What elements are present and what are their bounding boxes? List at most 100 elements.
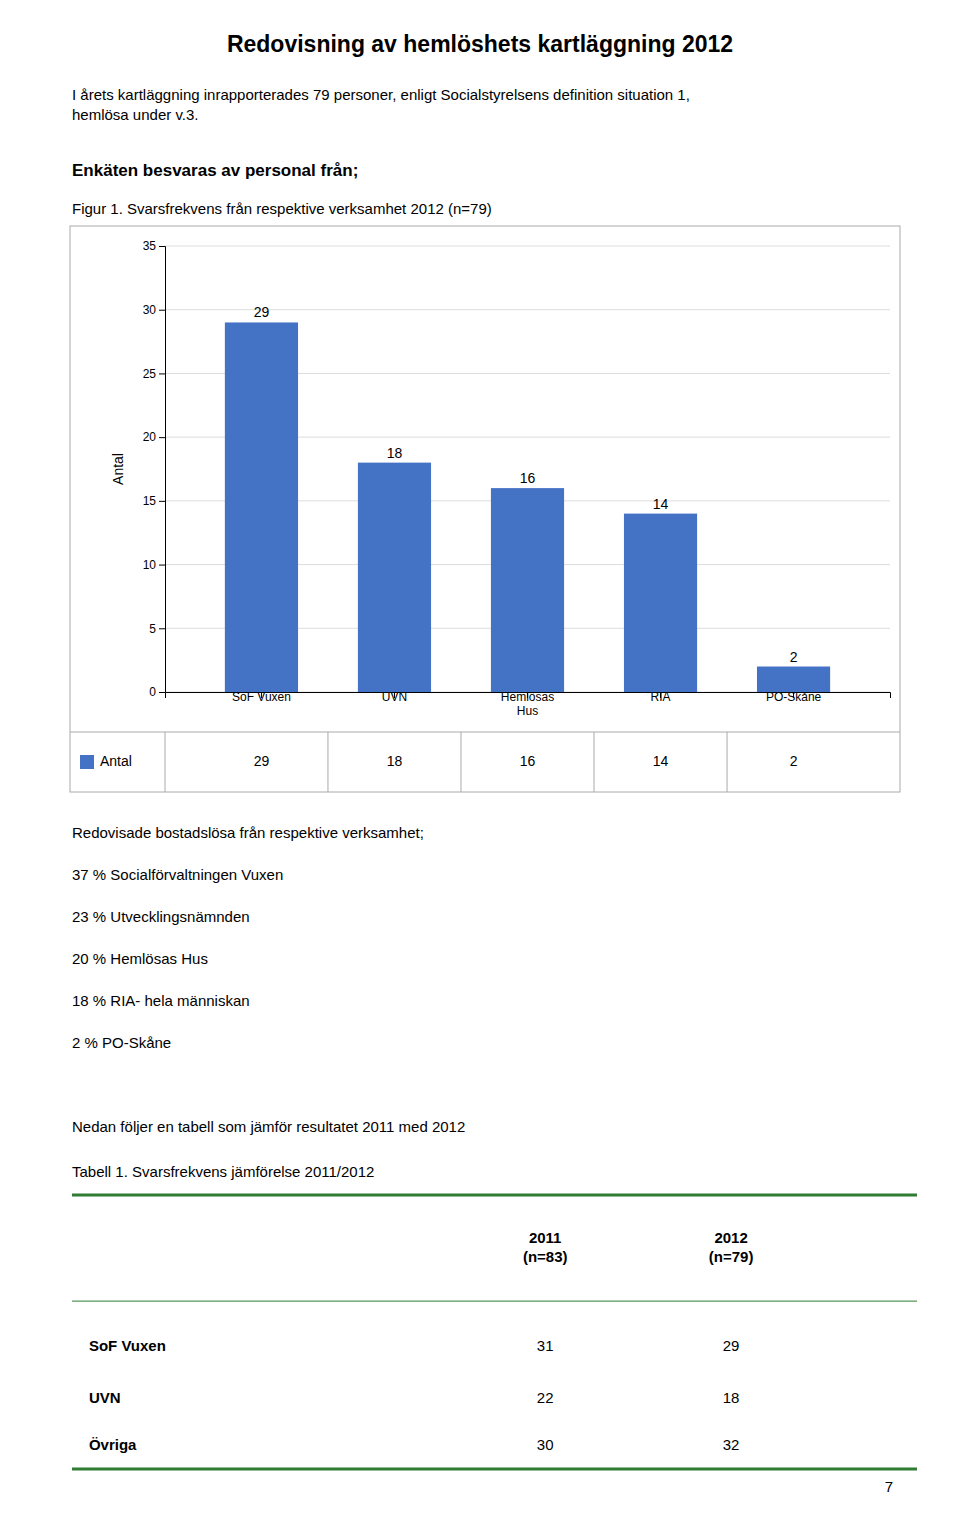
table-cell: 29: [723, 1337, 740, 1354]
body-text: 18 % RIA- hela människan: [72, 992, 250, 1009]
text-line: (n=79): [709, 1248, 754, 1265]
body-text: 37 % Socialförvaltningen Vuxen: [72, 866, 283, 883]
y-axis: 0 5 10 15 20 25 30 35: [143, 239, 166, 699]
legend-border: [70, 732, 900, 733]
bar: [757, 667, 830, 692]
text-line: Hemlösas: [501, 690, 554, 704]
legend-value: 16: [520, 753, 536, 769]
section-heading: Enkäten besvaras av personal från;: [72, 161, 358, 180]
y-tick-mark: [159, 628, 165, 629]
y-axis-line: [159, 247, 166, 693]
data-label: 18: [387, 445, 403, 461]
y-tick-label: 35: [143, 239, 157, 253]
y-tick-label: 10: [143, 558, 157, 572]
body-text: 23 % Utvecklingsnämnden: [72, 908, 250, 925]
legend-value: 29: [254, 753, 270, 769]
body-text: Redovisade bostadslösa från respektive v…: [72, 824, 424, 841]
chart-frame: [70, 226, 900, 792]
table-cell: 31: [537, 1337, 554, 1354]
page-number: 7: [885, 1478, 893, 1495]
text-line: hemlösa under v.3.: [72, 106, 198, 123]
y-tick: 5: [149, 622, 165, 636]
table-header: 2012 (n=79): [709, 1229, 754, 1265]
x-tick: HemlösasHus: [501, 690, 554, 718]
y-axis-title: Antal: [110, 453, 126, 485]
y-tick: 15: [143, 494, 165, 508]
bar: [358, 463, 431, 692]
body-text: Nedan följer en tabell som jämför result…: [72, 1118, 465, 1135]
x-tick-label: PO-Skåne: [766, 690, 822, 704]
y-tick: 30: [143, 303, 165, 317]
y-tick-label: 0: [149, 685, 156, 699]
table-row-label: UVN: [89, 1389, 121, 1406]
x-tick-label: RIA: [651, 690, 671, 704]
x-tick: UVN: [382, 690, 407, 704]
bars: [225, 322, 830, 692]
x-tick: PO-Skåne: [766, 690, 822, 704]
chart: 0 5 10 15 20 25 30 35 Antal SoF Vuxen UVN HemlösasH…: [70, 226, 900, 792]
y-tick-mark: [159, 565, 165, 566]
legend-value: 18: [387, 753, 403, 769]
x-axis: SoF Vuxen UVN HemlösasHus RIA PO-Skåne: [166, 690, 891, 718]
legend-entry: Antal: [100, 753, 132, 769]
text-line: PO-Skåne: [766, 690, 822, 704]
legend-divider: [594, 732, 595, 792]
y-tick-label: 25: [143, 367, 157, 381]
y-tick: 35: [143, 239, 165, 253]
table-cell: 32: [723, 1436, 740, 1453]
y-tick-mark: [159, 373, 165, 374]
y-tick-mark: [159, 246, 165, 247]
y-tick: 0: [149, 685, 165, 699]
intro-text: I årets kartläggning inrapporterades 79 …: [72, 86, 690, 123]
text-line: RIA: [651, 690, 671, 704]
data-label: 2: [790, 649, 798, 665]
body-text: 20 % Hemlösas Hus: [72, 950, 208, 967]
text-line: 2011: [529, 1229, 562, 1246]
grid-line: [165, 309, 890, 310]
data-label: 16: [520, 470, 536, 486]
table-rule: [72, 1301, 917, 1302]
y-tick-label: 30: [143, 303, 157, 317]
x-tick-label: UVN: [382, 690, 407, 704]
x-tick-label: SoF Vuxen: [232, 690, 291, 704]
y-tick-mark: [159, 437, 165, 438]
text-line: (n=83): [523, 1248, 568, 1265]
y-tick-label: 20: [143, 430, 157, 444]
data-label: 14: [653, 496, 669, 512]
legend-divider: [727, 732, 728, 792]
bar: [624, 514, 697, 692]
table-cell: 30: [537, 1436, 554, 1453]
y-tick: 25: [143, 367, 165, 381]
chart-title: Figur 1. Svarsfrekvens från respektive v…: [72, 200, 492, 217]
table-row-label: Övriga: [89, 1436, 137, 1453]
grid-line: [165, 246, 890, 247]
legend-divider: [327, 732, 328, 792]
table-cell: 18: [723, 1389, 740, 1406]
page-title: Redovisning av hemlöshets kartläggning 2…: [227, 31, 733, 57]
table-caption: Tabell 1. Svarsfrekvens jämförelse 2011/…: [72, 1163, 374, 1180]
y-tick: 10: [143, 558, 165, 572]
text-line: SoF Vuxen: [232, 690, 291, 704]
table-rule: [72, 1468, 917, 1471]
y-tick-mark: [159, 692, 165, 693]
y-tick-label: 5: [149, 622, 156, 636]
data-label: 29: [254, 304, 270, 320]
x-tick: SoF Vuxen: [232, 690, 291, 704]
table-cell: 22: [537, 1389, 554, 1406]
table-header: 2011 (n=83): [523, 1229, 568, 1265]
text-line: Hus: [517, 704, 538, 718]
text-line: I årets kartläggning inrapporterades 79 …: [72, 86, 690, 103]
y-tick-mark: [159, 310, 165, 311]
text-line: UVN: [382, 690, 407, 704]
y-tick-label: 15: [143, 494, 157, 508]
table-rule: [72, 1194, 917, 1197]
x-tick: RIA: [651, 690, 671, 704]
legend-divider: [460, 732, 461, 792]
legend-divider: [165, 732, 166, 792]
text-line: 2012: [714, 1229, 747, 1246]
legend-value: 14: [653, 753, 669, 769]
legend: Antal291816142: [70, 732, 900, 792]
body-text: 2 % PO-Skåne: [72, 1034, 171, 1051]
grid: [165, 246, 890, 692]
table: 2011(n=83)2012(n=79)SoF Vuxen3129UVN2218…: [72, 1195, 917, 1469]
